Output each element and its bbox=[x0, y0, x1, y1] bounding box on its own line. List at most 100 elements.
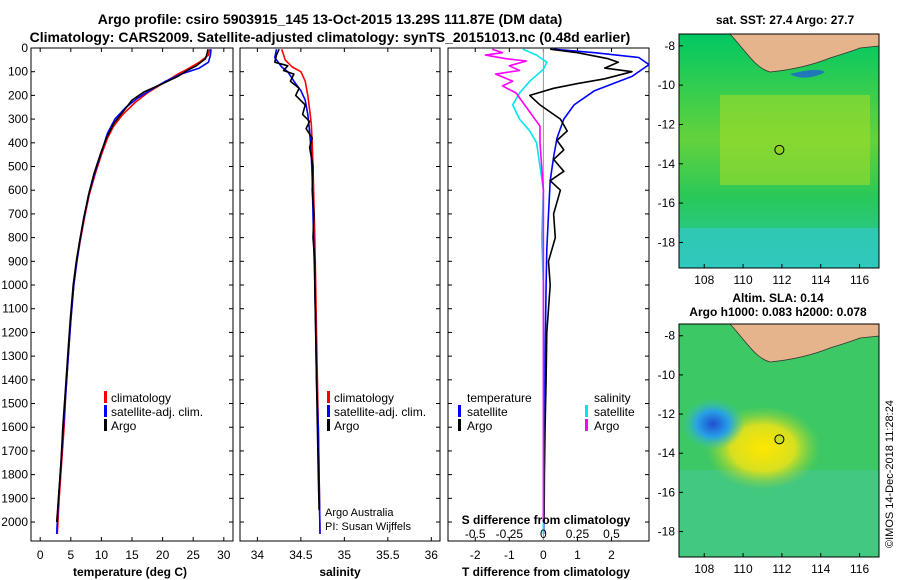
lat-tick-label: -14 bbox=[658, 157, 676, 171]
depth-tick-label: 1700 bbox=[1, 444, 28, 458]
series-line-argo bbox=[274, 48, 320, 511]
x-tick-label: 34 bbox=[251, 548, 265, 562]
sst-map-frame bbox=[678, 33, 880, 269]
difference-panel: -2 -1 0 1 2 S difference from climatology -0… bbox=[447, 47, 650, 579]
sla-java-coast bbox=[729, 323, 880, 363]
depth-tick-label: 1000 bbox=[1, 278, 28, 292]
credit-argo-australia: Argo Australia bbox=[325, 507, 394, 519]
depth-ticks: 0 100 200 300 400 500 600 700 800 900 1000 1100 1200… bbox=[1, 41, 233, 529]
lat-tick-label: -14 bbox=[658, 446, 676, 460]
salinity-lines bbox=[274, 48, 321, 534]
sla-map-title-line1: Altim. SLA: 0.14 bbox=[732, 291, 824, 305]
series-line-climatology bbox=[56, 49, 211, 534]
s-tick-label: 0.25 bbox=[566, 527, 590, 541]
depth-tick-label: 600 bbox=[8, 183, 28, 197]
x-tick-label: 5 bbox=[67, 548, 74, 562]
depth-tick-label: 1300 bbox=[1, 349, 28, 363]
series-line-t-satellite bbox=[542, 48, 649, 534]
lat-tick-label: -10 bbox=[658, 368, 676, 382]
figure-title-line1: Argo profile: csiro 5903915_145 13-Oct-2… bbox=[98, 11, 563, 27]
t-difference-axis-label: T difference from climatology bbox=[462, 565, 630, 579]
series-line-t-argo bbox=[529, 48, 633, 523]
series-line-s-satellite bbox=[511, 48, 548, 534]
depth-tick-label: 800 bbox=[8, 231, 28, 245]
x-tick-label: 34.5 bbox=[289, 548, 313, 562]
legend-s-argo-swatch bbox=[585, 419, 588, 431]
lat-tick-label: -16 bbox=[658, 196, 676, 210]
lat-tick-label: -8 bbox=[664, 39, 675, 53]
depth-tick-label: 1100 bbox=[2, 302, 28, 316]
lat-tick-label: -8 bbox=[664, 329, 675, 343]
series-line-s-argo bbox=[484, 48, 545, 522]
x-tick-label: -1 bbox=[504, 548, 515, 562]
difference-axes-frame bbox=[447, 47, 650, 542]
lat-tick-label: -16 bbox=[658, 485, 676, 499]
x-tick-label: 0 bbox=[540, 548, 547, 562]
depth-tick-label: 500 bbox=[8, 160, 28, 174]
temperature-axis-label: temperature (deg C) bbox=[73, 565, 187, 579]
depth-tick-label: 1800 bbox=[1, 468, 28, 482]
difference-depth-ticks bbox=[448, 47, 649, 523]
sla-map-frame bbox=[678, 323, 880, 558]
lat-tick-label: -12 bbox=[658, 407, 676, 421]
lon-tick-label: 114 bbox=[811, 562, 830, 576]
legend-t-argo-label: Argo bbox=[467, 419, 493, 433]
legend-s-satellite-swatch bbox=[585, 405, 588, 417]
depth-tick-label: 1900 bbox=[1, 491, 28, 505]
legend-argo-label: Argo bbox=[334, 419, 360, 433]
depth-tick-label: 1200 bbox=[1, 325, 28, 339]
lon-tick-label: 116 bbox=[850, 273, 869, 287]
series-line-satellite-adj-clim- bbox=[55, 49, 212, 534]
x-tick-label: 35.5 bbox=[376, 548, 400, 562]
legend-temperature-title: temperature bbox=[467, 391, 532, 405]
legend-climatology-swatch bbox=[327, 391, 330, 403]
lat-tick-label: -12 bbox=[658, 117, 676, 131]
x-tick-label: 0 bbox=[37, 548, 44, 562]
sst-map-title: sat. SST: 27.4 Argo: 27.7 bbox=[716, 13, 855, 27]
depth-tick-label: 400 bbox=[8, 136, 28, 150]
lat-tick-label: -18 bbox=[658, 525, 676, 539]
lat-tick-label: -10 bbox=[658, 78, 676, 92]
legend-climatology-label: climatology bbox=[334, 391, 394, 405]
salinity-depth-ticks bbox=[240, 47, 440, 523]
x-tick-label: 36 bbox=[425, 548, 439, 562]
sla-map-title-line2: Argo h1000: 0.083 h2000: 0.078 bbox=[689, 305, 867, 319]
s-tick-label: 0 bbox=[540, 527, 547, 541]
lon-tick-label: 108 bbox=[694, 273, 714, 287]
legend-argo-swatch bbox=[104, 419, 107, 431]
difference-lines bbox=[484, 48, 649, 534]
lon-tick-label: 110 bbox=[734, 562, 753, 576]
legend-climatology-label: climatology bbox=[111, 391, 171, 405]
depth-tick-label: 1400 bbox=[1, 373, 28, 387]
temperature-ticks: 0 5 10 15 20 25 30 bbox=[37, 48, 231, 562]
legend-t-satellite-swatch bbox=[458, 405, 461, 417]
legend-salinity-title: salinity bbox=[594, 391, 631, 405]
legend-satellite-swatch bbox=[327, 405, 330, 417]
depth-tick-label: 700 bbox=[8, 207, 28, 221]
depth-tick-label: 100 bbox=[8, 65, 28, 79]
series-line-satellite-adj-clim- bbox=[274, 49, 321, 534]
depth-tick-label: 1500 bbox=[1, 397, 28, 411]
sst-argo-location-marker bbox=[774, 144, 785, 155]
lon-tick-label: 108 bbox=[694, 562, 714, 576]
depth-tick-label: 900 bbox=[8, 254, 28, 268]
depth-tick-label: 0 bbox=[21, 41, 28, 55]
lat-tick-label: -18 bbox=[658, 235, 676, 249]
legend-argo-label: Argo bbox=[111, 419, 137, 433]
sst-coastal-band bbox=[790, 69, 825, 78]
lon-tick-label: 112 bbox=[772, 273, 791, 287]
legend-argo-swatch bbox=[327, 419, 330, 431]
legend-t-argo-swatch bbox=[458, 419, 461, 431]
depth-tick-label: 1600 bbox=[1, 420, 28, 434]
salinity-ticks: 34 34.5 35 35.5 36 bbox=[251, 48, 439, 562]
sst-warm-patch bbox=[720, 95, 870, 185]
sst-cool-patch bbox=[679, 228, 879, 268]
difference-legend-salinity: salinity satellite Argo bbox=[585, 391, 635, 433]
x-tick-label: 1 bbox=[574, 548, 581, 562]
depth-tick-label: 200 bbox=[8, 88, 28, 102]
temperature-legend: climatology satellite-adj. clim. Argo bbox=[104, 391, 203, 433]
legend-s-satellite-label: satellite bbox=[594, 405, 635, 419]
series-line-argo bbox=[55, 49, 209, 523]
depth-tick-label: 300 bbox=[8, 112, 28, 126]
